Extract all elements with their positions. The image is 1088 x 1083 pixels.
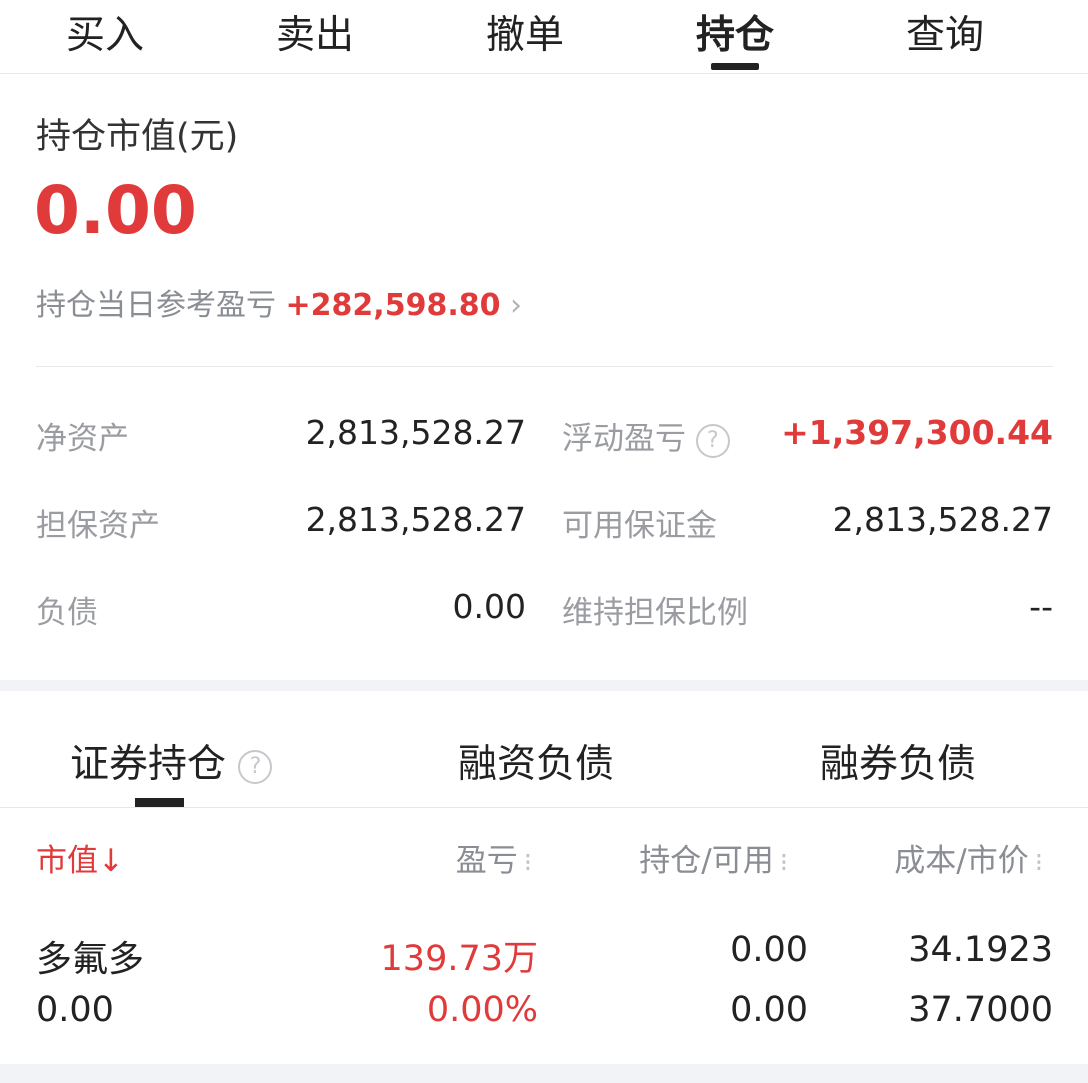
chevron-right-icon: › (510, 288, 523, 323)
header-pl-label: 盈亏 (455, 843, 518, 879)
market-value-title: 持仓市值(元) (36, 117, 239, 157)
sort-dots-icon: ⁝ (1034, 848, 1043, 878)
stock-name: 多氟多 (36, 939, 145, 980)
market-value: 0.00 (34, 172, 197, 249)
net-assets-value: 2,813,528.27 (305, 413, 526, 452)
sort-market-value[interactable]: 市值↓ (36, 843, 124, 879)
header-position[interactable]: 持仓/可用 ⁝ (639, 835, 788, 880)
tab-cancel[interactable]: 撤单 (485, 13, 564, 58)
header-pl[interactable]: 盈亏 ⁝ (456, 835, 532, 880)
maintenance-ratio-value: -- (1029, 587, 1053, 626)
liabilities-value: 0.00 (452, 587, 526, 626)
row-pl-pct: 0.00% (426, 990, 538, 1030)
header-cost-price[interactable]: 成本/市价 ⁝ (894, 835, 1043, 880)
subtab-securities-label: 证券持仓 (70, 742, 227, 787)
active-tab-indicator (711, 63, 759, 70)
daily-pl-value: +282,598.80 (285, 288, 501, 323)
row-position: 0.00 (730, 930, 808, 970)
divider (0, 807, 1088, 808)
row-price: 37.7000 (908, 990, 1053, 1030)
tab-sell[interactable]: 卖出 (275, 13, 354, 58)
available-margin-label: 可用保证金 (562, 508, 717, 544)
help-icon[interactable]: ? (238, 749, 273, 784)
daily-pl-link[interactable]: 持仓当日参考盈亏 +282,598.80 › (36, 280, 522, 324)
row-pl: 139.73万 (380, 939, 538, 979)
collateral-assets-value: 2,813,528.27 (305, 500, 526, 539)
net-assets-label: 净资产 (36, 421, 129, 457)
tab-query[interactable]: 查询 (905, 13, 984, 58)
sort-dots-icon: ⁝ (523, 848, 532, 878)
tab-buy[interactable]: 买入 (65, 13, 144, 58)
floating-pl-value: +1,397,300.44 (781, 413, 1053, 452)
subtab-margin-financing[interactable]: 融资负债 (458, 742, 615, 787)
header-position-label: 持仓/可用 (639, 843, 774, 879)
row-available: 0.00 (730, 990, 808, 1030)
section-separator (0, 1064, 1088, 1083)
header-cost-price-label: 成本/市价 (894, 843, 1029, 879)
divider (0, 73, 1088, 74)
active-subtab-indicator (135, 798, 184, 807)
section-separator (0, 680, 1088, 691)
sort-dots-icon: ⁝ (779, 848, 788, 878)
help-icon[interactable]: ? (695, 423, 730, 458)
row-cost: 34.1923 (908, 930, 1053, 970)
maintenance-ratio-label: 维持担保比例 (562, 595, 748, 631)
collateral-assets-label: 担保资产 (36, 508, 160, 544)
floating-pl-text: 浮动盈亏 (562, 421, 686, 457)
daily-pl-label: 持仓当日参考盈亏 (36, 288, 276, 323)
floating-pl-label: 浮动盈亏 ? (562, 413, 730, 458)
row-market-value: 0.00 (36, 990, 114, 1030)
subtab-securities-lending[interactable]: 融券负债 (820, 742, 977, 787)
subtab-securities[interactable]: 证券持仓 ? (70, 733, 273, 789)
tab-positions[interactable]: 持仓 (695, 13, 774, 58)
available-margin-value: 2,813,528.27 (832, 500, 1053, 539)
divider (36, 366, 1053, 367)
liabilities-label: 负债 (36, 595, 98, 631)
